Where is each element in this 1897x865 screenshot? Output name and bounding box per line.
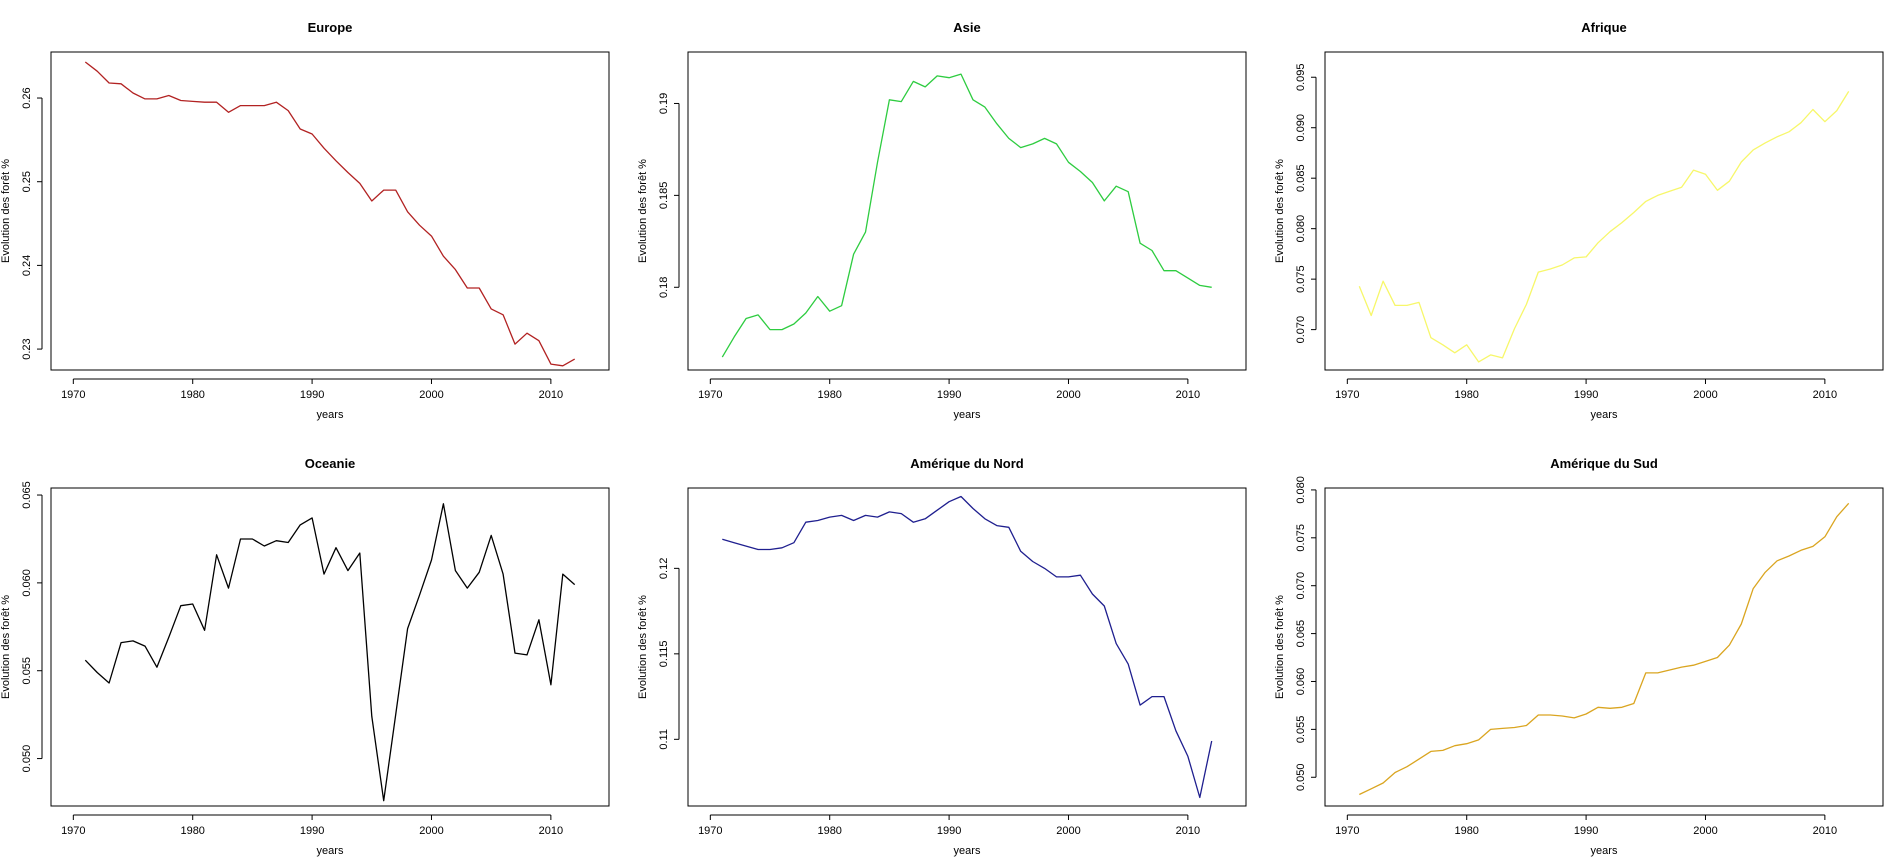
x-tick-label: 2000 [1693, 825, 1717, 837]
chart-panel: Asie 1970 1980 1990 2000 2010 years 0.18 0.185 0.… [637, 20, 1247, 421]
y-axis-label: Evolution des forêt % [0, 159, 12, 263]
x-axis-label: years [317, 409, 344, 421]
y-tick-label: 0.085 [1295, 164, 1307, 192]
y-tick-label: 0.19 [658, 93, 670, 114]
y-tick-label: 0.070 [1295, 572, 1307, 600]
x-tick-label: 1980 [1454, 389, 1478, 401]
y-axis-label: Evolution des forêt % [637, 595, 649, 699]
series-line [84, 503, 576, 802]
y-tick-label: 0.24 [21, 255, 33, 276]
y-tick-label: 0.11 [658, 729, 670, 750]
chart-panel: Oceanie 1970 1980 1990 2000 2010 years 0.050 0.0… [0, 456, 610, 857]
x-tick-label: 1970 [1335, 825, 1359, 837]
x-axis-label: years [954, 845, 981, 857]
x-tick-label: 1980 [180, 389, 204, 401]
y-tick-label: 0.065 [21, 481, 33, 509]
y-tick-label: 0.080 [1295, 476, 1307, 504]
chart-title: Oceanie [305, 456, 356, 471]
x-tick-label: 2010 [1813, 389, 1837, 401]
chart-title: Europe [308, 20, 353, 35]
chart-title: Asie [953, 20, 980, 35]
x-tick-label: 2010 [539, 389, 563, 401]
plot-frame [1324, 487, 1884, 807]
y-tick-label: 0.055 [21, 657, 33, 685]
series-line [1359, 502, 1850, 796]
y-tick-label: 0.075 [1295, 524, 1307, 552]
series-line [722, 495, 1213, 799]
x-tick-label: 1970 [61, 389, 85, 401]
y-tick-label: 0.060 [21, 569, 33, 597]
chart-panel: Amérique du Sud 1970 1980 1990 2000 2010 years… [1274, 456, 1884, 857]
x-tick-label: 1990 [300, 389, 324, 401]
x-tick-label: 2000 [1693, 389, 1717, 401]
plot-frame [1324, 51, 1884, 371]
y-tick-label: 0.080 [1295, 215, 1307, 243]
y-axis-label: Evolution des forêt % [1274, 159, 1286, 263]
x-tick-label: 1990 [300, 825, 324, 837]
x-tick-label: 1980 [1454, 825, 1478, 837]
y-tick-label: 0.12 [658, 558, 670, 579]
y-tick-label: 0.065 [1295, 620, 1307, 648]
y-axis-label: Evolution des forêt % [637, 159, 649, 263]
x-tick-label: 1990 [937, 825, 961, 837]
series-line [721, 73, 1212, 358]
y-tick-label: 0.23 [21, 338, 33, 359]
x-tick-label: 1970 [1335, 389, 1359, 401]
y-tick-label: 0.075 [1295, 265, 1307, 293]
x-tick-label: 1980 [817, 389, 841, 401]
plot-frame [50, 487, 610, 807]
chart-panel: Afrique 1970 1980 1990 2000 2010 years 0.070 0.0… [1274, 20, 1884, 421]
x-tick-label: 1990 [1574, 825, 1598, 837]
y-tick-label: 0.070 [1295, 316, 1307, 344]
chart-title: Amérique du Nord [910, 456, 1023, 471]
series-line [1358, 91, 1850, 363]
x-axis-label: years [317, 845, 344, 857]
y-tick-label: 0.090 [1295, 114, 1307, 142]
y-axis-label: Evolution des forêt % [1274, 595, 1286, 699]
y-tick-label: 0.26 [21, 87, 33, 108]
y-tick-label: 0.185 [658, 182, 670, 210]
x-tick-label: 1980 [817, 825, 841, 837]
plot-frame [687, 487, 1247, 807]
x-axis-label: years [1591, 409, 1618, 421]
y-tick-label: 0.095 [1295, 63, 1307, 91]
x-tick-label: 2010 [1176, 389, 1200, 401]
plot-frame [687, 51, 1247, 371]
y-tick-label: 0.25 [21, 171, 33, 192]
x-tick-label: 2010 [539, 825, 563, 837]
x-tick-label: 1980 [180, 825, 204, 837]
chart-panel: Europe 1970 1980 1990 2000 2010 years 0.23 0.24 0… [0, 20, 610, 421]
y-tick-label: 0.050 [1295, 763, 1307, 791]
x-tick-label: 2000 [419, 389, 443, 401]
chart-title: Amérique du Sud [1550, 456, 1658, 471]
y-axis-label: Evolution des forêt % [0, 595, 12, 699]
y-tick-label: 0.18 [658, 277, 670, 298]
y-tick-label: 0.050 [21, 745, 33, 773]
y-tick-label: 0.115 [658, 640, 670, 667]
y-tick-label: 0.055 [1295, 716, 1307, 744]
x-tick-label: 2010 [1813, 825, 1837, 837]
series-line [84, 61, 576, 367]
x-tick-label: 2010 [1176, 825, 1200, 837]
x-axis-label: years [1591, 845, 1618, 857]
x-tick-label: 2000 [419, 825, 443, 837]
x-tick-label: 2000 [1056, 825, 1080, 837]
x-tick-label: 1970 [61, 825, 85, 837]
x-tick-label: 1990 [937, 389, 961, 401]
x-tick-label: 2000 [1056, 389, 1080, 401]
x-tick-label: 1970 [698, 389, 722, 401]
x-tick-label: 1990 [1574, 389, 1598, 401]
chart-title: Afrique [1581, 20, 1627, 35]
y-tick-label: 0.060 [1295, 668, 1307, 696]
x-axis-label: years [954, 409, 981, 421]
chart-panel: Amérique du Nord 1970 1980 1990 2000 2010 year… [637, 456, 1247, 857]
x-tick-label: 1970 [698, 825, 722, 837]
plot-frame [50, 51, 610, 371]
